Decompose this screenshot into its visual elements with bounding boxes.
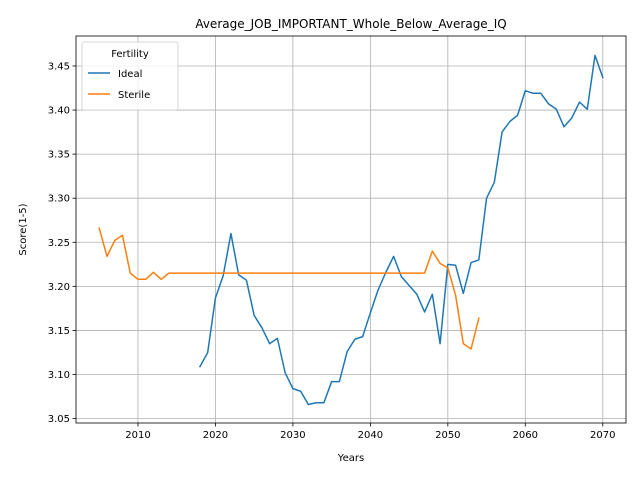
y-tick-label: 3.10 <box>48 370 70 381</box>
x-tick-label: 2010 <box>125 430 150 441</box>
y-tick-label: 3.30 <box>48 194 70 205</box>
y-tick-label: 3.15 <box>48 326 70 337</box>
y-tick-label: 3.25 <box>48 238 70 249</box>
x-tick-label: 2050 <box>435 430 460 441</box>
x-tick-label: 2040 <box>358 430 383 441</box>
x-tick-label: 2060 <box>513 430 538 441</box>
x-tick-label: 2020 <box>203 430 228 441</box>
chart-title: Average_JOB_IMPORTANT_Whole_Below_Averag… <box>195 17 506 31</box>
y-tick-label: 3.35 <box>48 150 70 161</box>
y-tick-label: 3.40 <box>48 106 70 117</box>
legend: Fertility Ideal Sterile <box>82 42 178 110</box>
y-tick-label: 3.45 <box>48 61 70 72</box>
x-axis-label: Years <box>337 453 364 464</box>
y-axis-label: Score(1-5) <box>18 203 29 255</box>
legend-label-sterile: Sterile <box>118 90 150 101</box>
x-tick-label: 2030 <box>280 430 305 441</box>
y-tick-label: 3.20 <box>48 282 70 293</box>
y-tick-label: 3.05 <box>48 414 70 425</box>
x-tick-label: 2070 <box>590 430 615 441</box>
legend-title: Fertility <box>111 49 149 60</box>
legend-label-ideal: Ideal <box>118 69 142 80</box>
